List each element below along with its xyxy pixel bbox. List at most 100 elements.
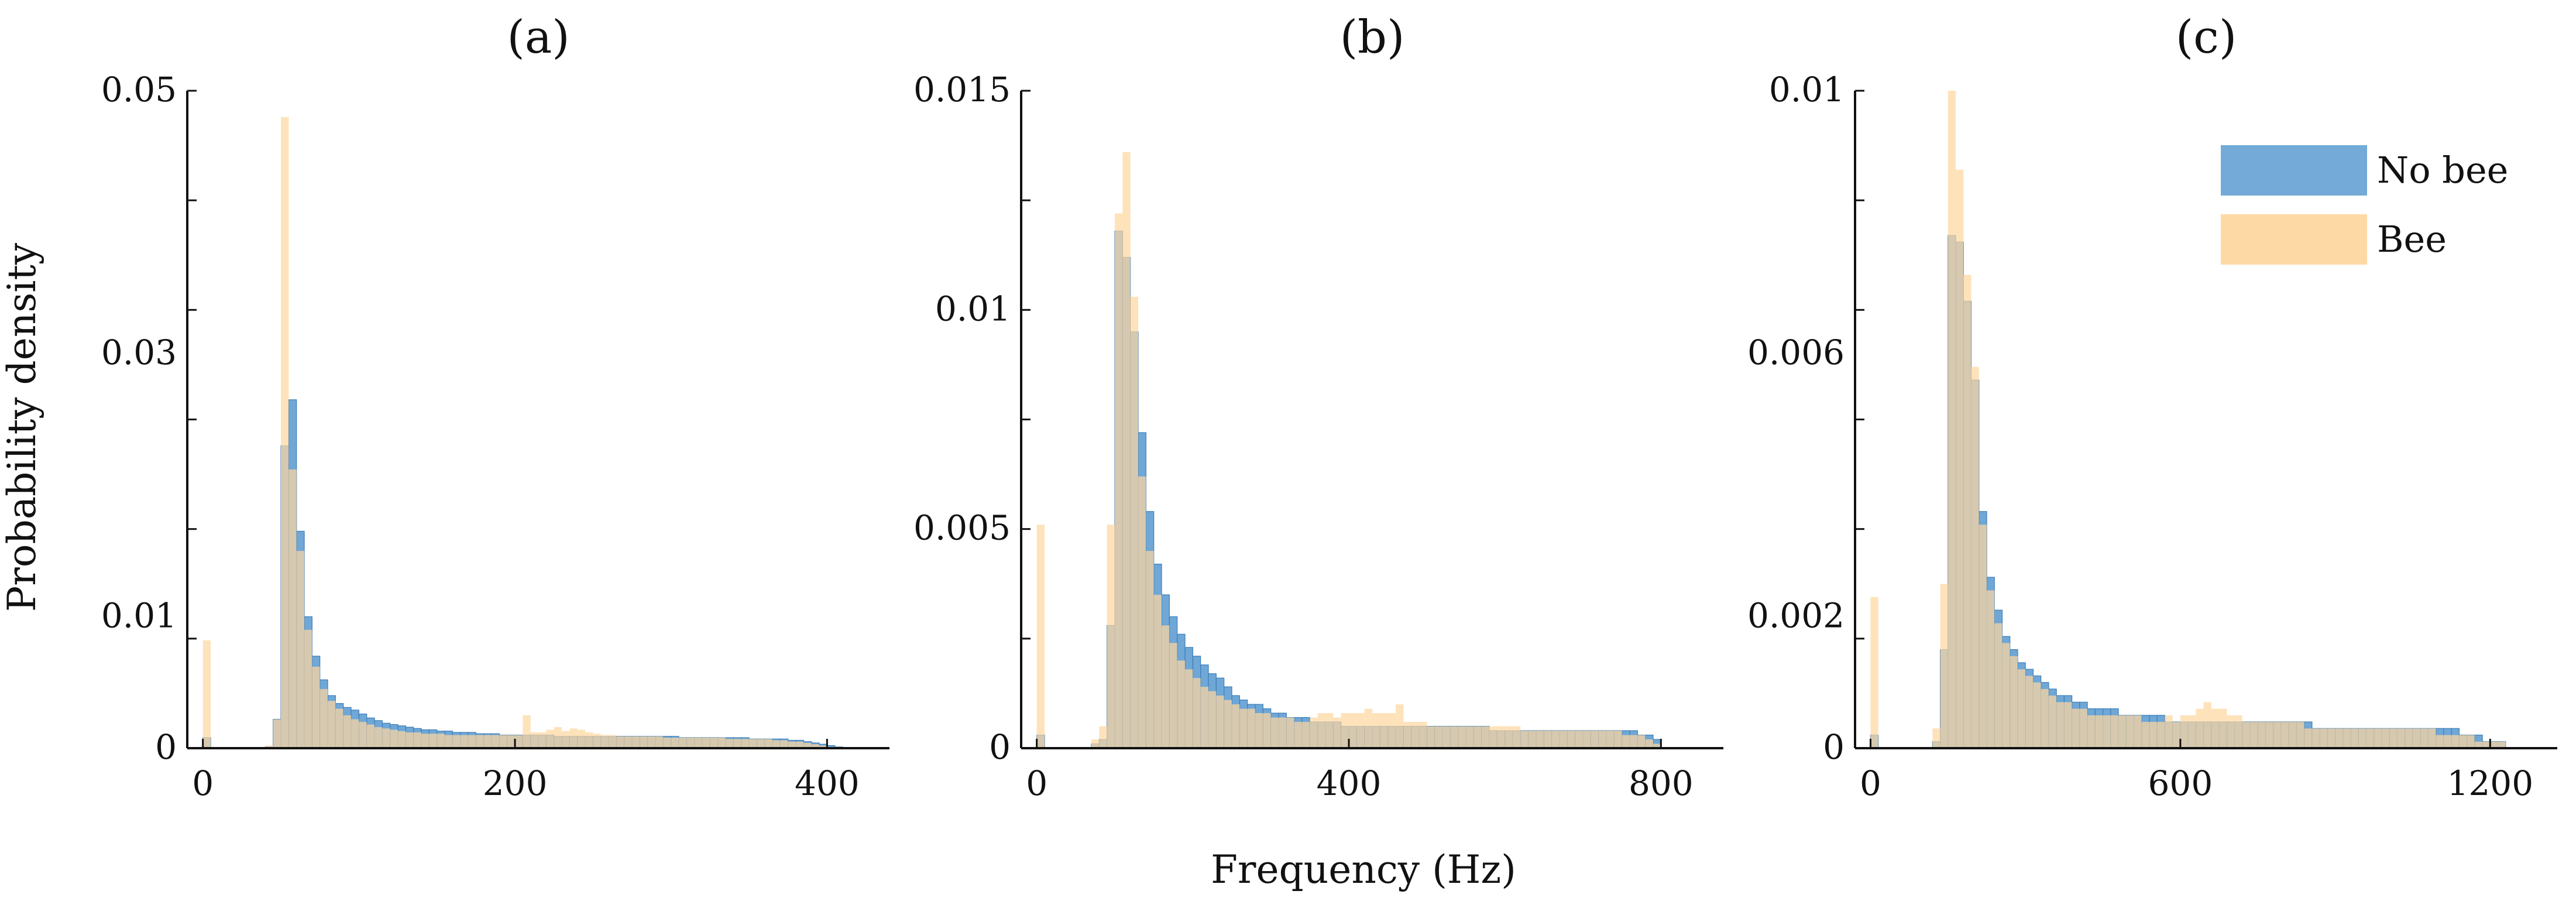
bee-bar-c-55 (2296, 722, 2304, 748)
bee-bar-c-0 (1870, 597, 1878, 748)
bee-bar-c-39 (2172, 722, 2180, 748)
bee-bar-b-50 (1427, 726, 1435, 748)
bee-bar-b-75 (1622, 735, 1630, 748)
legend-swatch-bee (2221, 214, 2367, 265)
bee-bar-b-66 (1551, 731, 1560, 748)
bee-bar-c-54 (2289, 722, 2297, 748)
bee-bar-a-27 (413, 732, 421, 748)
bee-bar-b-15 (1153, 594, 1162, 748)
bee-bar-a-11 (288, 469, 297, 748)
bee-bar-c-68 (2397, 728, 2405, 748)
bee-bar-a-13 (304, 629, 312, 748)
bee-bar-a-40 (515, 735, 523, 748)
bee-bar-b-72 (1598, 731, 1606, 748)
bee-bar-b-65 (1544, 731, 1552, 748)
bee-bar-c-29 (2095, 715, 2103, 748)
y-tick-label-a-3: 0.05 (101, 70, 177, 109)
bee-bar-b-61 (1513, 726, 1521, 748)
y-tick-label-b-2: 0.01 (935, 289, 1011, 328)
axes-b: 0 0.005 0.01 0.015 0 400 800 (913, 70, 1723, 803)
bee-bar-b-48 (1411, 722, 1419, 748)
bee-bar-b-22 (1208, 691, 1217, 748)
bee-bar-a-57 (647, 736, 655, 748)
panel-title-b: (b) (1340, 11, 1405, 64)
bee-bar-c-24 (2056, 702, 2065, 748)
bee-bar-a-50 (593, 734, 601, 748)
bee-bar-a-14 (312, 666, 320, 748)
y-tick-label-a-0: 0 (155, 727, 177, 767)
bee-bar-a-28 (421, 734, 430, 748)
bee-bar-a-23 (382, 728, 390, 748)
bee-bar-c-34 (2134, 715, 2142, 748)
bee-bar-c-28 (2087, 715, 2096, 748)
bee-bar-b-28 (1255, 713, 1263, 748)
bee-bar-b-42 (1364, 708, 1372, 748)
bee-bar-c-58 (2320, 728, 2328, 748)
bee-bar-c-38 (2165, 715, 2173, 748)
bee-bar-c-51 (2265, 722, 2273, 748)
bee-bar-c-79 (2482, 741, 2491, 748)
bee-bar-b-10 (1115, 213, 1123, 748)
bee-bar-c-32 (2118, 715, 2127, 748)
bee-bar-a-54 (624, 736, 632, 748)
bee-bar-a-33 (460, 735, 468, 748)
bee-bar-b-9 (1107, 525, 1115, 748)
y-tick-label-a-1: 0.01 (101, 595, 177, 635)
bee-bar-c-63 (2358, 728, 2367, 748)
legend-label-no-bee: No bee (2377, 149, 2508, 191)
bee-bar-a-19 (351, 719, 359, 748)
bee-bar-c-44 (2211, 708, 2220, 748)
bee-bar-a-45 (554, 727, 562, 748)
bee-bar-b-67 (1560, 731, 1568, 748)
bee-bar-b-63 (1528, 731, 1536, 748)
bee-bar-c-30 (2103, 715, 2111, 748)
bee-bar-a-16 (328, 701, 336, 748)
x-tick-label-b-0: 0 (1026, 763, 1047, 803)
bee-bar-c-16 (1994, 623, 2003, 748)
bee-bar-a-43 (538, 732, 547, 748)
bee-bar-b-33 (1294, 722, 1302, 748)
bee-bar-c-60 (2335, 728, 2343, 748)
bee-bar-a-21 (366, 724, 375, 748)
bee-bar-c-10 (1948, 91, 1956, 748)
bee-bar-c-56 (2304, 728, 2312, 748)
bee-bar-a-46 (562, 731, 570, 748)
x-tick-label-b-2: 800 (1629, 763, 1694, 803)
bee-bar-c-61 (2343, 728, 2351, 748)
bee-bar-c-52 (2273, 722, 2281, 748)
y-tick-label-c-3: 0.01 (1769, 70, 1845, 109)
axes-c: 0 0.002 0.006 0.01 0 600 1200 (1747, 70, 2557, 803)
bee-bar-a-31 (445, 735, 453, 748)
bee-bar-b-27 (1247, 708, 1255, 748)
bee-bar-a-30 (437, 734, 445, 748)
bee-bar-c-13 (1971, 366, 1979, 748)
bee-bar-c-18 (2010, 656, 2018, 748)
bee-bar-a-70 (749, 739, 757, 748)
bee-bar-a-9 (273, 719, 281, 748)
bee-bar-a-10 (281, 117, 289, 748)
bee-bar-b-32 (1286, 717, 1294, 748)
y-tick-label-b-3: 0.015 (913, 70, 1011, 109)
bee-bar-a-55 (632, 736, 640, 748)
bee-bars-c (1870, 91, 2506, 748)
bee-bar-c-25 (2064, 702, 2072, 748)
bee-bar-a-52 (609, 735, 617, 748)
panel-title-a: (a) (507, 11, 569, 64)
bee-bar-c-65 (2374, 728, 2382, 748)
bee-bar-b-35 (1310, 717, 1318, 748)
x-axis-label: Frequency (Hz) (1211, 847, 1516, 892)
bee-bar-a-73 (772, 740, 781, 748)
bee-bar-c-47 (2234, 715, 2242, 748)
bee-bar-b-68 (1567, 731, 1575, 748)
bee-bar-a-8 (265, 745, 273, 748)
bee-bar-b-53 (1450, 726, 1458, 748)
bee-bar-b-56 (1474, 726, 1482, 748)
bee-bar-b-17 (1169, 643, 1177, 748)
y-tick-label-c-2: 0.006 (1747, 333, 1845, 372)
bee-bar-c-41 (2188, 715, 2196, 748)
bee-bar-b-34 (1302, 722, 1310, 748)
bee-bar-a-79 (819, 745, 827, 748)
bee-bar-c-66 (2382, 728, 2390, 748)
bee-bar-c-11 (1956, 169, 1964, 748)
bee-bar-a-75 (788, 741, 796, 748)
